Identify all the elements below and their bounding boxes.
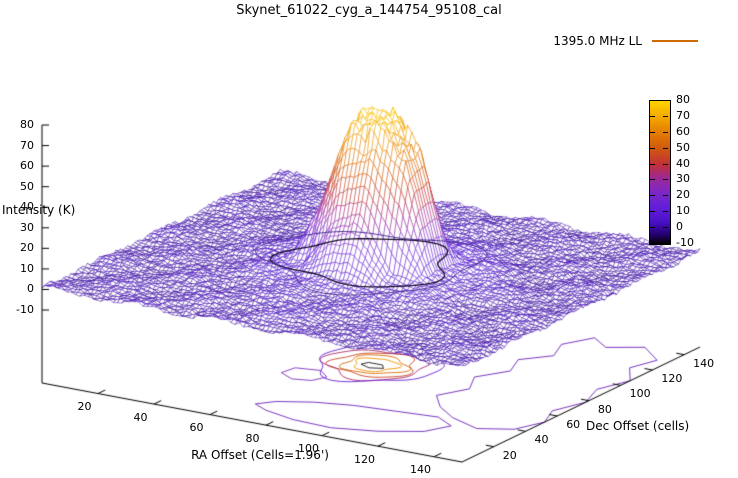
chart-title: Skynet_61022_cyg_a_144754_95108_cal xyxy=(236,3,502,18)
colorbar-tick-mark xyxy=(663,100,668,101)
x-tick-label: 60 xyxy=(189,421,204,435)
legend: 1395.0 MHz LL xyxy=(553,34,698,48)
colorbar-tick-mark xyxy=(650,115,655,117)
colorbar-tick-label: 20 xyxy=(676,188,690,202)
colorbar-tick-mark xyxy=(663,147,668,149)
colorbar-tick-label: -10 xyxy=(676,236,694,249)
y-tick-label: 20 xyxy=(502,448,517,462)
colorbar-tick-mark xyxy=(650,147,655,149)
legend-line-sample xyxy=(652,40,698,42)
colorbar-tick-mark xyxy=(663,195,668,197)
x-tick-label: 100 xyxy=(298,442,319,456)
y-tick-label: 40 xyxy=(534,433,549,447)
colorbar-tick-mark xyxy=(650,163,655,165)
z-tick-label: 40 xyxy=(20,200,34,214)
z-tick-label: 10 xyxy=(20,261,34,275)
y-tick-label: 120 xyxy=(661,372,683,385)
legend-label: 1395.0 MHz LL xyxy=(553,34,642,48)
colorbar-tick-label: 70 xyxy=(676,108,690,122)
x-axis-label: RA Offset (Cells=1.96') xyxy=(191,448,329,462)
colorbar-tick-mark xyxy=(650,195,655,197)
colorbar-tick-mark xyxy=(650,100,655,101)
y-tick-label: 100 xyxy=(629,387,651,401)
colorbar-tick-mark xyxy=(650,131,655,133)
colorbar-tick-mark xyxy=(650,211,655,213)
x-tick-label: 20 xyxy=(77,400,92,414)
y-axis-label: Dec Offset (cells) xyxy=(586,419,690,433)
x-tick-label: 40 xyxy=(133,410,148,424)
colorbar-tick-mark xyxy=(663,179,668,181)
colorbar-tick-label: 80 xyxy=(676,93,690,106)
colorbar-tick-mark xyxy=(663,115,668,117)
x-tick-label: 120 xyxy=(354,452,375,466)
z-tick-label: 60 xyxy=(20,159,34,173)
z-tick-label: -10 xyxy=(16,303,34,317)
z-tick-label: 80 xyxy=(20,118,34,132)
x-tick-label: 80 xyxy=(245,431,260,445)
colorbar-tick-label: 40 xyxy=(676,156,690,170)
colorbar-tick-label: 60 xyxy=(676,124,690,138)
y-tick-label: 140 xyxy=(693,356,715,370)
colorbar-tick-mark xyxy=(663,163,668,165)
colorbar-tick-mark xyxy=(663,243,668,244)
x-tick-label: 140 xyxy=(410,463,431,477)
colorbar xyxy=(649,100,671,245)
colorbar-tick-mark xyxy=(663,227,668,229)
y-tick-label: 60 xyxy=(566,418,581,431)
colorbar-tick-label: 50 xyxy=(676,140,690,154)
z-tick-label: 70 xyxy=(20,138,34,152)
colorbar-tick-mark xyxy=(650,243,655,244)
colorbar-tick-label: 10 xyxy=(676,204,690,218)
z-tick-label: 50 xyxy=(20,179,34,193)
y-tick-label: 80 xyxy=(597,402,612,416)
z-tick-label: 0 xyxy=(27,282,34,296)
z-tick-label: 20 xyxy=(20,241,34,255)
colorbar-tick-label: 30 xyxy=(676,172,690,186)
colorbar-tick-mark xyxy=(663,211,668,213)
colorbar-tick-mark xyxy=(650,227,655,229)
colorbar-tick-label: 0 xyxy=(676,220,683,234)
z-tick-label: 30 xyxy=(20,220,34,234)
colorbar-tick-mark xyxy=(663,131,668,133)
colorbar-tick-mark xyxy=(650,179,655,181)
z-axis-label: Intensity (K) xyxy=(2,203,76,217)
